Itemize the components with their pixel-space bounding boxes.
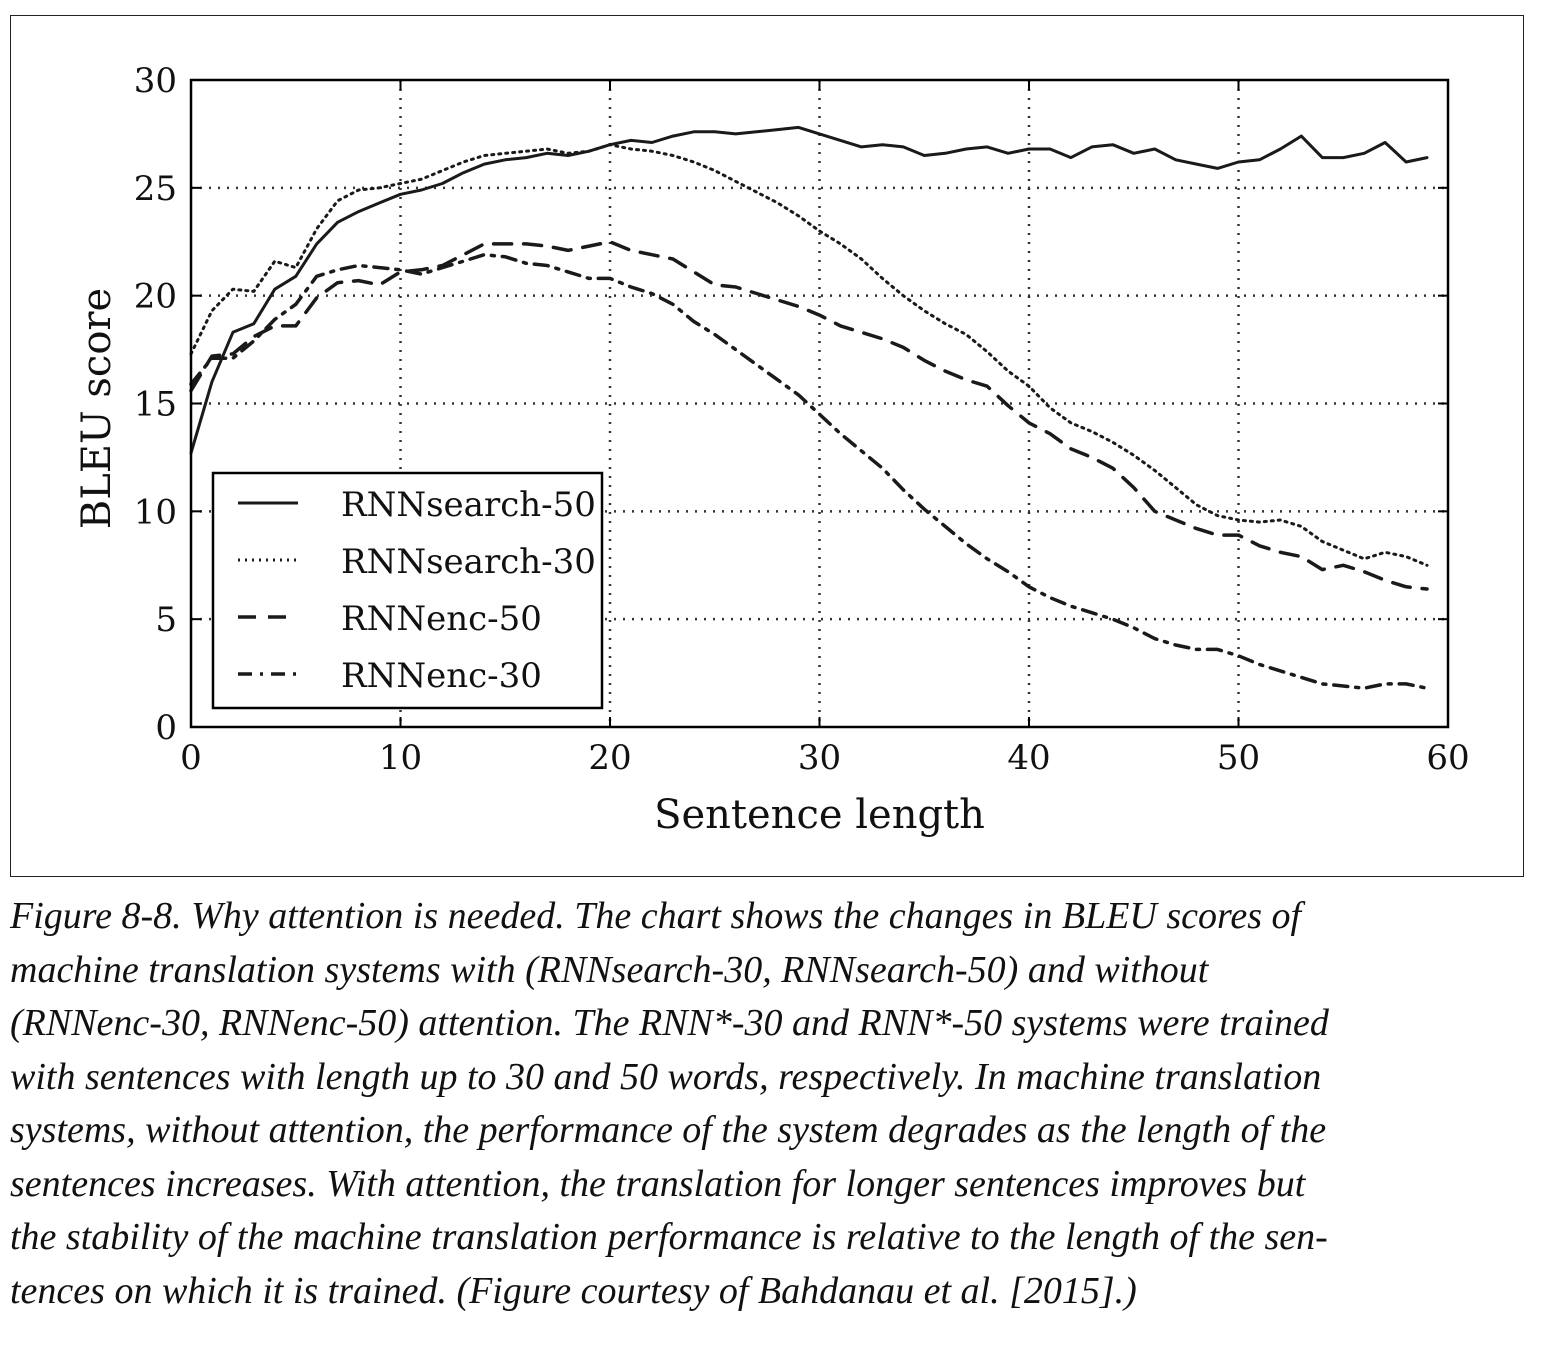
series-line-rnnsearch-50 <box>189 125 1429 455</box>
caption-line: Figure 8-8. Why attention is needed. The… <box>10 895 1302 937</box>
caption-line: systems, without attention, the performa… <box>10 1109 1327 1151</box>
legend-label: RNNenc-50 <box>341 599 542 639</box>
legend-label: RNNsearch-30 <box>341 542 596 582</box>
legend: RNNsearch-50 RNNsearch-30 RNNenc-50 RNNenc-… <box>211 471 604 710</box>
legend-label: RNNsearch-50 <box>341 485 596 525</box>
caption-line: machine translation systems with (RNNsea… <box>10 948 1209 991</box>
figure-frame <box>10 15 1524 877</box>
x-tick-label: 0 <box>180 738 202 778</box>
x-tick-label: 60 <box>1426 738 1469 778</box>
x-tick-label: 30 <box>798 738 841 778</box>
figure-caption: Figure 8-8. Why attention is needed. The… <box>10 890 1540 1318</box>
y-tick-label: 10 <box>134 492 177 532</box>
plot-area-frame <box>189 78 1450 729</box>
y-tick-label: 15 <box>134 385 177 425</box>
series-line-rnnenc-30 <box>189 252 1429 690</box>
caption-line: (RNNenc-30, RNNenc-50) attention. The RN… <box>10 1002 1329 1044</box>
x-tick-label: 50 <box>1217 738 1260 778</box>
x-axis-label: Sentence length <box>654 792 985 838</box>
y-tick-label: 20 <box>134 277 177 317</box>
caption-line: sentences increases. With attention, the… <box>10 1162 1306 1205</box>
legend-label: RNNenc-30 <box>341 656 542 696</box>
x-tick-label: 40 <box>1007 738 1050 778</box>
y-tick-label: 30 <box>134 61 177 101</box>
axis-tick-labels: 0 10 20 30 40 50 60 0 5 10 15 20 25 30 <box>134 61 1470 778</box>
bleu-line-chart: 0 10 20 30 40 50 60 0 5 10 15 20 25 30 Sentence lengt… <box>74 61 1470 838</box>
caption-line: tences on which it is trained. (Figure c… <box>10 1269 1137 1312</box>
caption-line: the stability of the machine translation… <box>10 1216 1328 1258</box>
y-tick-label: 5 <box>155 600 177 640</box>
caption-line: with sentences with length up to 30 and … <box>10 1055 1322 1098</box>
series-line-rnnsearch-30 <box>189 143 1429 567</box>
y-tick-label: 25 <box>134 169 177 209</box>
x-tick-label: 10 <box>379 738 422 778</box>
x-tick-label: 20 <box>588 738 631 778</box>
y-axis-label: BLEU score <box>74 288 120 529</box>
y-tick-label: 0 <box>155 708 177 748</box>
legend-box <box>211 471 604 710</box>
series-line-rnnenc-50 <box>189 240 1429 591</box>
series-lines <box>189 125 1429 690</box>
